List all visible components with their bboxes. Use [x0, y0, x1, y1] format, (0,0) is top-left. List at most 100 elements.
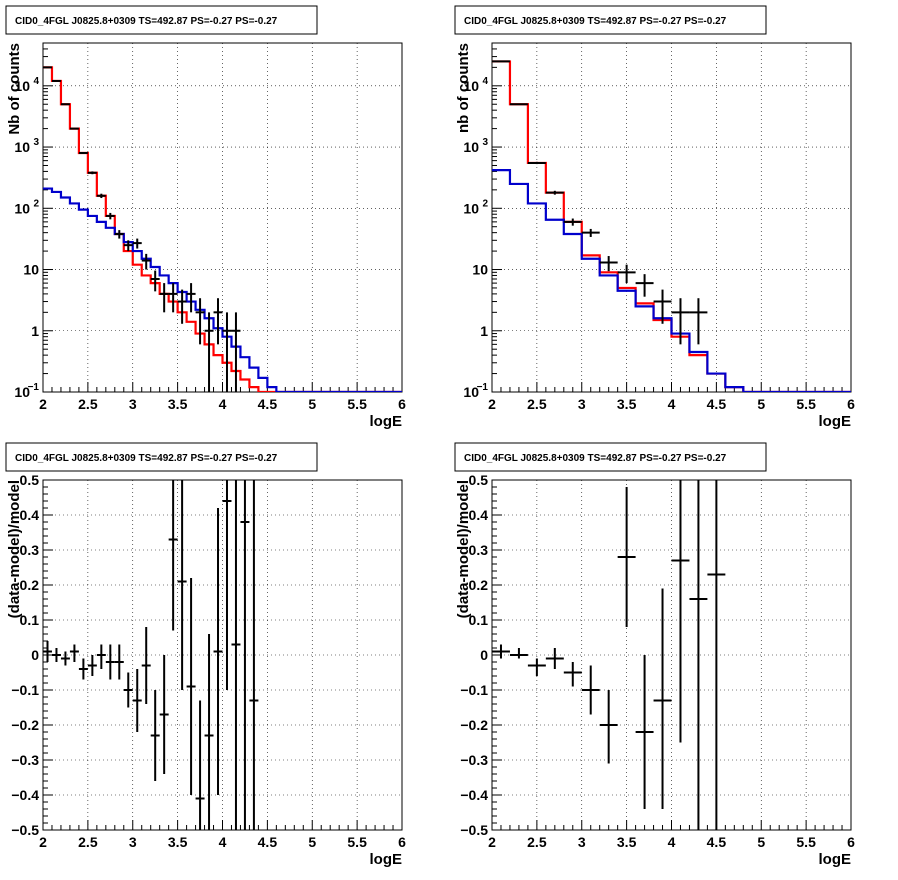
y-tick-exponent: −1: [28, 382, 40, 393]
x-tick-label: 5: [308, 396, 316, 412]
x-tick-label: 5.5: [347, 834, 367, 850]
x-tick-label: 4.5: [258, 834, 278, 850]
data-point: [178, 480, 187, 690]
data-point: [249, 480, 258, 830]
data-point: [70, 128, 79, 129]
x-tick-label: 3.5: [168, 396, 188, 412]
data-point: [636, 274, 654, 297]
y-tick-label: 1: [31, 323, 39, 339]
data-point: [61, 104, 70, 105]
data-point: [106, 645, 115, 680]
x-tick-label: 5.5: [796, 396, 816, 412]
x-tick-label: 5: [308, 834, 316, 850]
data-point: [196, 298, 205, 344]
y-tick-label: −0.4: [460, 787, 488, 803]
data-point: [133, 239, 142, 249]
data-point: [196, 701, 205, 831]
x-tick-label: 2.5: [527, 396, 547, 412]
y-tick-exponent: 3: [482, 137, 488, 148]
x-tick-label: 2.5: [78, 396, 98, 412]
x-tick-label: 3: [129, 834, 137, 850]
x-tick-label: 4: [668, 834, 676, 850]
data-point: [106, 213, 115, 219]
y-axis-label: nb of counts: [455, 43, 472, 133]
data-point: [88, 655, 97, 676]
data-point: [546, 191, 564, 195]
y-tick-label: −0.2: [460, 717, 488, 733]
x-tick-label: 2: [488, 396, 496, 412]
x-tick-label: 3: [578, 396, 586, 412]
y-tick-label: 1: [480, 323, 488, 339]
x-tick-label: 3.5: [168, 834, 188, 850]
data-point: [223, 312, 232, 392]
x-tick-label: 6: [398, 834, 406, 850]
y-tick-exponent: 4: [482, 76, 488, 87]
data-point: [240, 480, 249, 830]
y-axis-label: (data-model)/model: [455, 480, 472, 618]
x-tick-label: 2.5: [78, 834, 98, 850]
x-tick-label: 4: [219, 396, 227, 412]
y-tick-label: 10: [463, 200, 479, 216]
data-point: [97, 194, 106, 198]
x-tick-label: 4.5: [258, 396, 278, 412]
x-tick-label: 5: [757, 396, 765, 412]
panel-title: CID0_4FGL J0825.8+0309 TS=492.87 PS=-0.2…: [464, 453, 727, 464]
data-point: [689, 298, 707, 344]
y-axis-label: Nb of counts: [6, 43, 23, 135]
x-tick-label: 2.5: [527, 834, 547, 850]
data-point: [214, 298, 223, 344]
data-point: [61, 652, 70, 666]
y-tick-exponent: 2: [33, 198, 39, 209]
x-tick-label: 4.5: [707, 834, 727, 850]
y-tick-exponent: −1: [477, 382, 489, 393]
y-tick-label: −0.4: [11, 787, 39, 803]
data-point: [672, 480, 690, 743]
data-point: [79, 152, 88, 154]
data-point: [142, 627, 151, 704]
data-point: [492, 645, 510, 659]
y-tick-exponent: 3: [33, 137, 39, 148]
data-point: [97, 645, 106, 670]
data-point: [600, 256, 618, 271]
x-tick-label: 2: [39, 396, 47, 412]
data-point: [115, 230, 124, 238]
y-tick-label: −0.3: [460, 752, 488, 768]
x-tick-label: 3: [578, 834, 586, 850]
x-tick-label: 5.5: [796, 834, 816, 850]
panel-bottom-left: CID0_4FGL J0825.8+0309 TS=492.87 PS=-0.2…: [6, 443, 406, 868]
data-point: [178, 290, 187, 324]
data-point: [133, 669, 142, 732]
data-point: [43, 67, 52, 68]
data-point: [600, 690, 618, 764]
y-tick-label: −0.1: [460, 682, 488, 698]
y-tick-label: 0: [480, 647, 488, 663]
data-point: [510, 648, 528, 659]
plot-area: [43, 480, 258, 830]
y-tick-label: 10: [23, 262, 39, 278]
data-point: [707, 480, 725, 830]
y-tick-exponent: 2: [482, 198, 488, 209]
data-point: [510, 104, 528, 105]
y-tick-label: 10: [14, 139, 30, 155]
y-tick-exponent: 4: [33, 76, 39, 87]
data-point: [70, 645, 79, 663]
data-point: [582, 229, 600, 237]
x-tick-label: 6: [847, 834, 855, 850]
panel-bottom-right: CID0_4FGL J0825.8+0309 TS=492.87 PS=-0.2…: [455, 443, 855, 868]
y-tick-label: −0.5: [460, 822, 488, 838]
x-axis-label: logE: [370, 413, 403, 430]
data-point: [169, 480, 178, 631]
data-point: [115, 645, 124, 680]
panel-title: CID0_4FGL J0825.8+0309 TS=492.87 PS=-0.2…: [15, 16, 278, 27]
x-axis-label: logE: [370, 851, 403, 868]
data-point: [564, 219, 582, 226]
x-tick-label: 5: [757, 834, 765, 850]
x-tick-label: 2: [39, 834, 47, 850]
data-point: [214, 508, 223, 795]
panel-title: CID0_4FGL J0825.8+0309 TS=492.87 PS=-0.2…: [464, 16, 727, 27]
data-point: [205, 634, 214, 830]
data-point: [618, 487, 636, 627]
data-point: [582, 666, 600, 715]
data-point: [160, 283, 169, 312]
